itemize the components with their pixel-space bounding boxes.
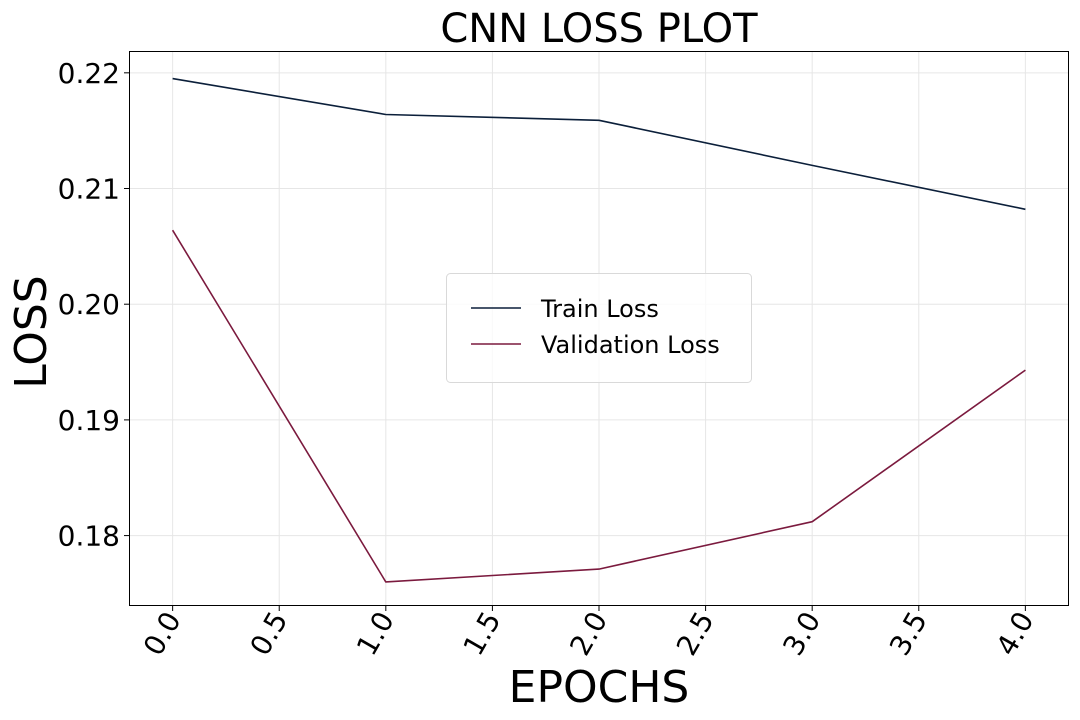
legend-label: Validation Loss bbox=[541, 331, 720, 359]
y-tick-label: 0.21 bbox=[58, 173, 120, 206]
y-tick-label: 0.20 bbox=[58, 288, 120, 321]
chart-title: CNN LOSS PLOT bbox=[440, 6, 758, 52]
x-tick-label: 0.5 bbox=[243, 606, 294, 661]
series-line-train-loss bbox=[172, 77, 1026, 211]
x-axis-ticks: 0.0 0.5 1.0 1.5 2.0 2.5 3.0 3.5 4.0 bbox=[137, 605, 1041, 661]
series-line-validation-loss bbox=[171, 229, 1026, 583]
series-lines bbox=[171, 77, 1026, 583]
x-tick-label: 0.0 bbox=[137, 606, 188, 661]
x-tick-label: 3.5 bbox=[883, 606, 934, 661]
y-tick-label: 0.18 bbox=[58, 520, 120, 553]
x-tick-label: 1.5 bbox=[457, 606, 508, 661]
x-tick-label: 1.0 bbox=[350, 606, 401, 661]
x-tick-label: 4.0 bbox=[990, 606, 1041, 661]
y-axis-ticks: 0.18 0.19 0.20 0.21 0.22 bbox=[58, 57, 130, 553]
y-tick-label: 0.22 bbox=[58, 57, 120, 90]
grid bbox=[130, 52, 1068, 605]
x-tick-label: 2.5 bbox=[670, 606, 721, 661]
legend-box bbox=[446, 273, 752, 383]
legend-entries: Train Loss Validation Loss bbox=[471, 295, 720, 359]
legend: Train Loss Validation Loss bbox=[446, 273, 752, 383]
x-tick-label: 3.0 bbox=[776, 606, 827, 661]
x-axis-label: EPOCHS bbox=[509, 662, 690, 713]
x-tick-label: 2.0 bbox=[563, 606, 614, 661]
y-axis-label: LOSS bbox=[6, 275, 57, 388]
legend-label: Train Loss bbox=[540, 295, 659, 323]
y-tick-label: 0.19 bbox=[58, 404, 120, 437]
